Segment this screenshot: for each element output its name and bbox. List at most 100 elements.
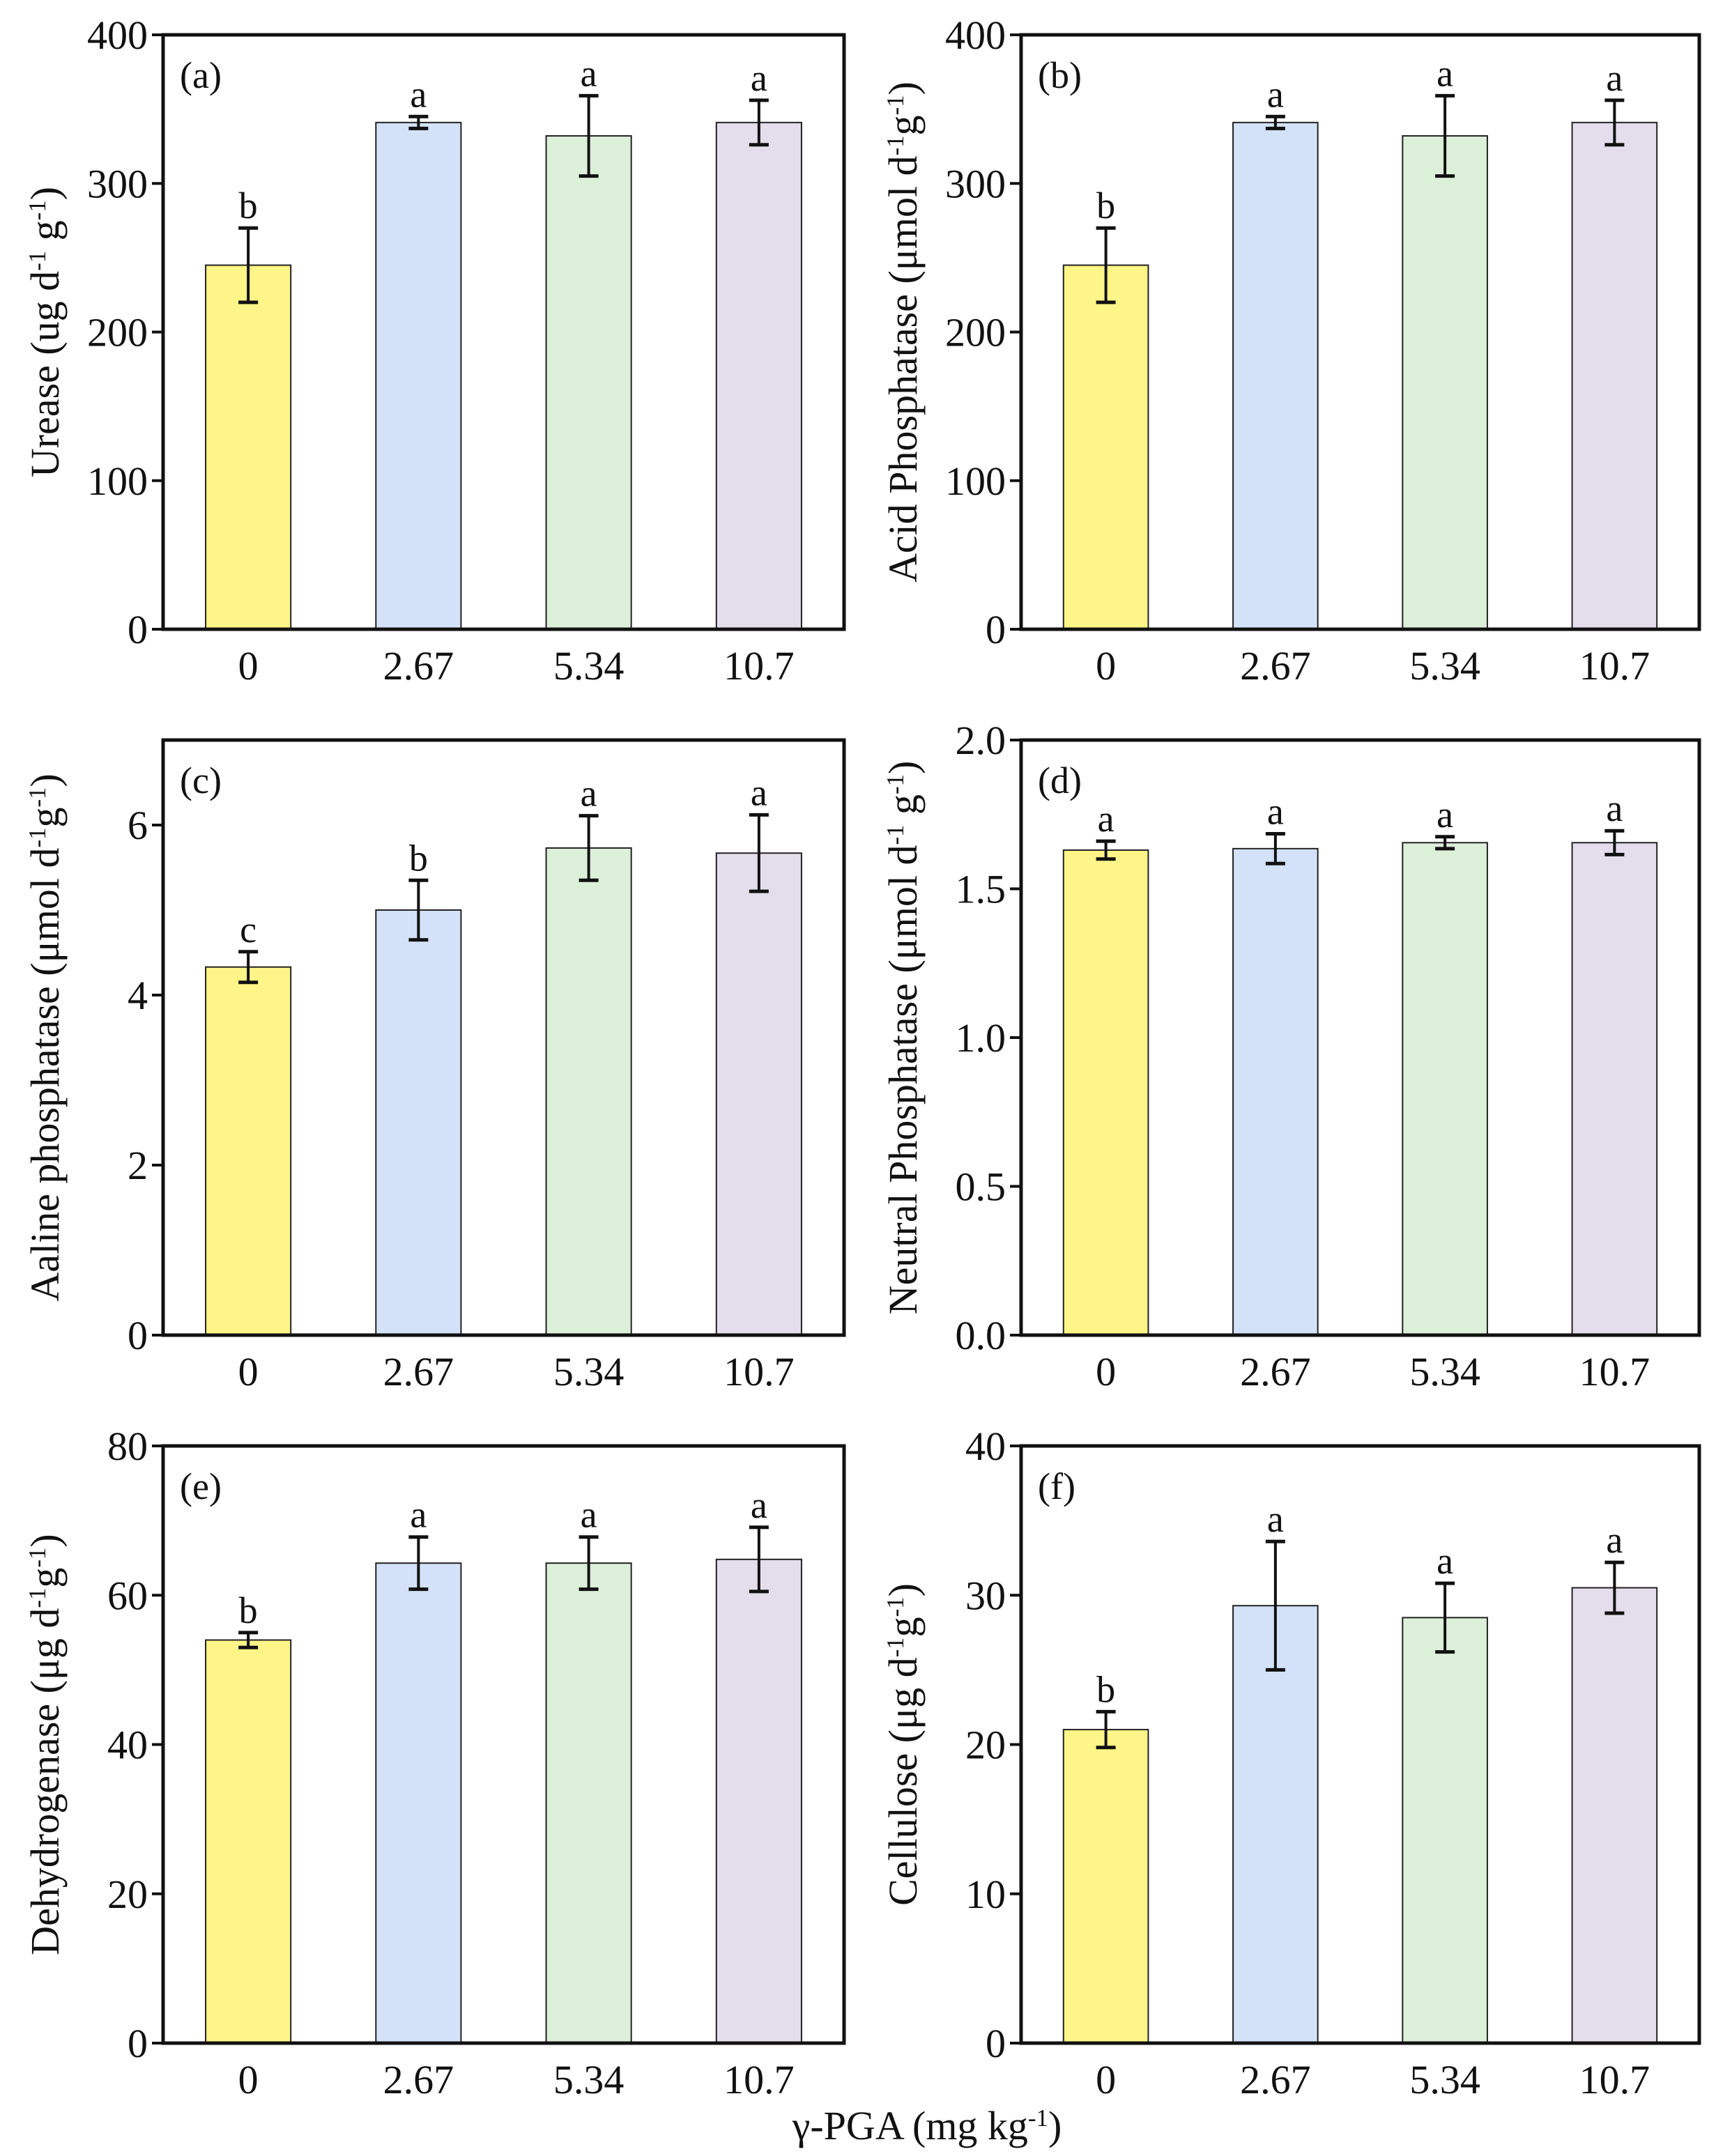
label-part: Neutral Phosphatase (μmol d bbox=[880, 845, 926, 1315]
superscript: -1 bbox=[882, 1637, 909, 1657]
significance-letter: a bbox=[751, 1484, 767, 1526]
x-tick-label: 5.34 bbox=[553, 643, 625, 688]
bar bbox=[375, 909, 462, 1336]
significance-letter: a bbox=[1606, 787, 1623, 829]
y-tick-label: 400 bbox=[87, 13, 148, 58]
y-tick-label: 10 bbox=[965, 1872, 1006, 1917]
label-part: ) bbox=[880, 761, 926, 774]
x-tick-label: 0 bbox=[238, 1349, 259, 1394]
bar bbox=[1062, 849, 1149, 1336]
label-part: g bbox=[22, 808, 68, 828]
x-tick-label: 2.67 bbox=[1240, 643, 1311, 688]
x-tick-label: 2.67 bbox=[383, 2057, 454, 2102]
x-tick-label: 5.34 bbox=[1409, 2057, 1480, 2102]
x-tick-label: 5.34 bbox=[553, 1349, 625, 1394]
label-part: γ-PGA (mg kg bbox=[792, 2103, 1028, 2148]
x-tick-label: 0 bbox=[1096, 2057, 1116, 2102]
y-tick-label: 6 bbox=[128, 803, 148, 848]
bar bbox=[545, 135, 632, 630]
significance-letter: b bbox=[239, 1589, 258, 1631]
x-tick-label: 10.7 bbox=[723, 2057, 795, 2102]
x-tick-label: 2.67 bbox=[1240, 1349, 1311, 1394]
x-tick-label: 10.7 bbox=[723, 1349, 795, 1394]
y-tick-label: 200 bbox=[945, 310, 1006, 355]
significance-letter: a bbox=[1437, 1540, 1453, 1582]
y-tick-label: 20 bbox=[107, 1872, 148, 1917]
superscript: -1 bbox=[24, 1588, 51, 1608]
panel-label: (a) bbox=[180, 54, 222, 96]
x-tick-label: 0 bbox=[238, 643, 259, 688]
x-tick-label: 0 bbox=[1096, 643, 1116, 688]
y-axis-label: Aaline phosphatase (μmol d-1g-1) bbox=[22, 773, 68, 1302]
significance-letter: a bbox=[1098, 798, 1114, 840]
x-tick-label: 10.7 bbox=[723, 643, 795, 688]
superscript: -1 bbox=[24, 787, 51, 808]
significance-letter: a bbox=[410, 1494, 427, 1536]
bar bbox=[1402, 1617, 1488, 2044]
bar bbox=[1062, 1729, 1149, 2044]
bar bbox=[1571, 121, 1658, 630]
x-tick-label: 0 bbox=[238, 2057, 259, 2102]
y-axis-label: Urease (ug d-1 g-1) bbox=[22, 187, 68, 477]
y-tick-label: 20 bbox=[965, 1723, 1006, 1768]
plot-frame bbox=[161, 738, 846, 1337]
bar bbox=[545, 847, 632, 1336]
significance-letter: a bbox=[751, 57, 767, 99]
y-tick-label: 0 bbox=[128, 2021, 148, 2066]
label-part: g bbox=[22, 1568, 68, 1588]
y-tick-label: 0.5 bbox=[956, 1164, 1006, 1210]
bar bbox=[375, 1562, 462, 2044]
significance-letter: b bbox=[1096, 185, 1115, 226]
label-part: ) bbox=[880, 1583, 926, 1596]
bar bbox=[715, 852, 802, 1336]
superscript: -1 bbox=[882, 135, 909, 155]
y-tick-label: 2.0 bbox=[956, 718, 1006, 763]
panel-b: b 0 a 2.67 a 5.34 a 10.7 0 100 200 300 400 (b) Acid Ph… bbox=[880, 13, 1701, 688]
y-tick-label: 0 bbox=[128, 607, 148, 652]
significance-letter: a bbox=[751, 771, 767, 813]
label-part: g bbox=[880, 115, 926, 135]
label-part: ) bbox=[1048, 2103, 1062, 2148]
superscript: -1 bbox=[1028, 2104, 1048, 2132]
label-part: ) bbox=[22, 773, 68, 787]
significance-letter: b bbox=[239, 185, 258, 226]
y-tick-label: 2 bbox=[128, 1143, 148, 1188]
x-tick-label: 2.67 bbox=[383, 1349, 454, 1394]
panel-label: (b) bbox=[1038, 54, 1082, 96]
bar bbox=[1571, 842, 1658, 1336]
y-tick-label: 300 bbox=[945, 161, 1006, 206]
significance-letter: a bbox=[410, 73, 427, 115]
y-tick-label: 0 bbox=[986, 2021, 1006, 2066]
significance-letter: a bbox=[581, 52, 597, 94]
y-axis-label: Acid Phosphatase (μmol d-1g-1) bbox=[880, 82, 926, 583]
y-tick-label: 40 bbox=[965, 1424, 1006, 1469]
y-tick-label: 0 bbox=[128, 1313, 148, 1358]
y-axis-label: Neutral Phosphatase (μmol d-1 g-1) bbox=[880, 761, 926, 1315]
y-tick-label: 400 bbox=[945, 13, 1006, 58]
x-tick-label: 2.67 bbox=[1240, 2057, 1311, 2102]
superscript: -1 bbox=[24, 1548, 51, 1568]
panel-d: a 0 a 2.67 a 5.34 a 10.7 0.0 0.5 1.0 1.5 2.0 (d) Neutr… bbox=[880, 718, 1701, 1394]
panel-e: b 0 a 2.67 a 5.34 a 10.7 0 20 40 60 80 (e) Dehydrogena… bbox=[22, 1424, 846, 2102]
label-part: Acid Phosphatase (μmol d bbox=[880, 155, 926, 583]
y-tick-label: 1.0 bbox=[956, 1015, 1006, 1061]
significance-letter: a bbox=[1267, 791, 1284, 833]
y-tick-label: 200 bbox=[87, 310, 148, 355]
y-tick-label: 80 bbox=[107, 1424, 148, 1469]
significance-letter: a bbox=[1437, 52, 1453, 94]
superscript: -1 bbox=[882, 774, 909, 794]
label-part: ) bbox=[22, 187, 68, 200]
x-tick-label: 10.7 bbox=[1579, 2057, 1650, 2102]
x-tick-label: 10.7 bbox=[1579, 1349, 1650, 1394]
label-part: g bbox=[880, 794, 926, 825]
x-axis-label: γ-PGA (mg kg-1) bbox=[792, 2103, 1062, 2148]
y-axis-label: Cellulose (μg d-1g-1) bbox=[880, 1583, 926, 1906]
panel-a: b 0 a 2.67 a 5.34 a 10.7 0 100 200 300 400 (a) Urease … bbox=[22, 13, 846, 688]
y-tick-label: 30 bbox=[965, 1573, 1006, 1618]
x-tick-label: 0 bbox=[1096, 1349, 1116, 1394]
panel-c: c 0 b 2.67 a 5.34 a 10.7 0 2 4 6 (c) Aaline phosphata… bbox=[22, 738, 846, 1394]
label-part: g bbox=[880, 1617, 926, 1637]
significance-letter: a bbox=[1267, 1498, 1284, 1540]
bar bbox=[1571, 1587, 1658, 2045]
